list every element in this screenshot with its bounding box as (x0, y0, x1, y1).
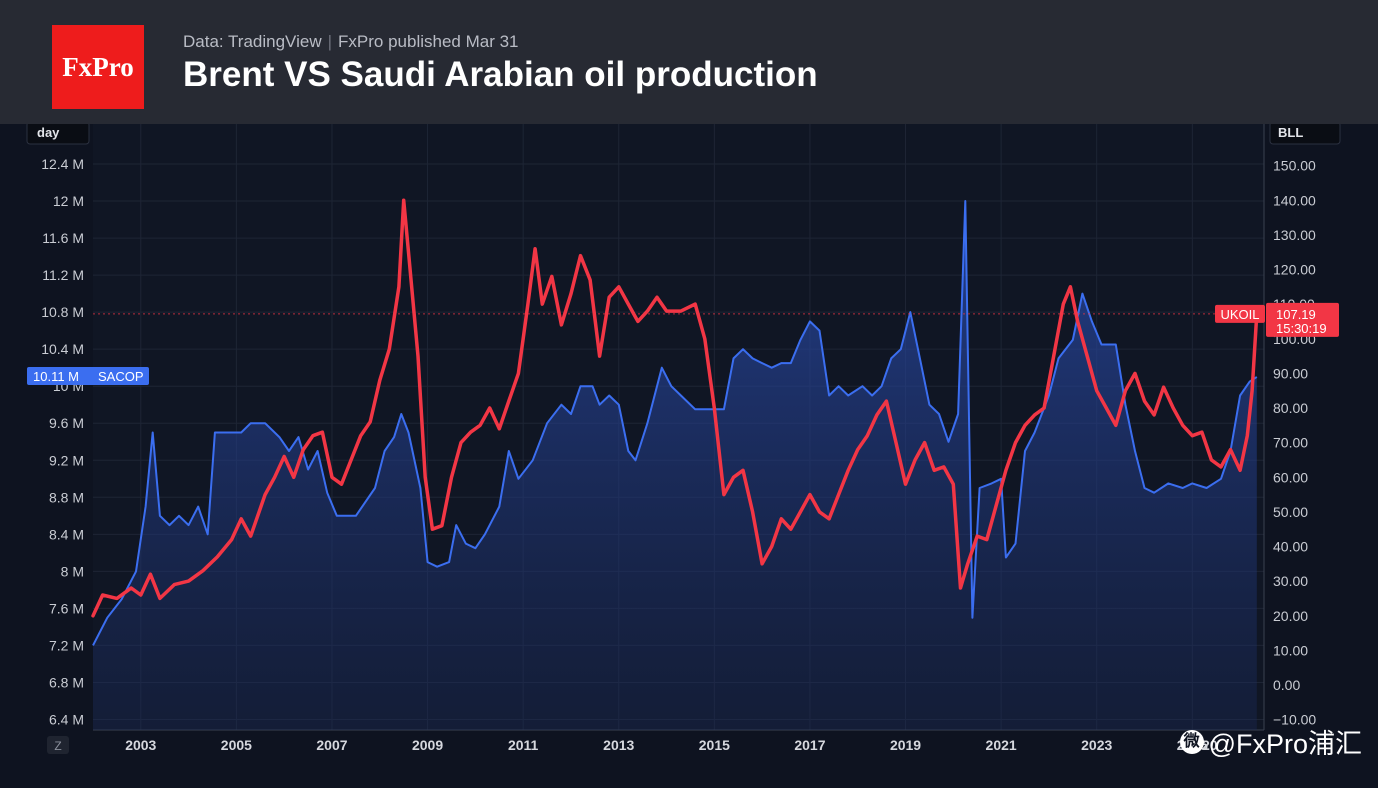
x-tick-label: 2009 (412, 737, 443, 753)
time-axis: 2003 2005 2007 2009 2011 2013 2015 2017 2019 2021… (125, 737, 1218, 753)
x-tick-label: 2013 (603, 737, 634, 753)
right-tick-label: 130.00 (1273, 227, 1316, 243)
ukoil-value-badge (1266, 302, 1339, 337)
x-tick-label: 2007 (316, 737, 347, 753)
left-tick-label: 9.2 M (49, 452, 84, 468)
left-tick-label: 10.4 M (41, 341, 84, 357)
separator: | (327, 32, 333, 51)
left-tick-label: 8 M (61, 563, 84, 579)
header-bar: FxPro Data: TradingView | FxPro published … (0, 0, 1378, 124)
right-tick-label: 90.00 (1273, 365, 1308, 381)
bottom-strip (0, 730, 1378, 788)
chart-title: Brent VS Saudi Arabian oil production (183, 55, 818, 94)
series-layer (91, 198, 1259, 730)
left-tick-label: 8.4 M (49, 526, 84, 542)
right-tick-label: 10.00 (1273, 642, 1308, 658)
watermark: 微 @FxPro浦汇 (1179, 722, 1362, 761)
right-tick-label: 120.00 (1273, 262, 1316, 278)
data-source: Data: TradingView (183, 32, 322, 51)
ukoil-value-label: 107.19 (1276, 307, 1316, 322)
x-tick-label: 2015 (699, 737, 730, 753)
left-tick-label: 7.2 M (49, 637, 84, 653)
left-unit-box (26, 124, 90, 145)
left-unit-label: day (37, 125, 60, 140)
right-tick-label: 0.00 (1273, 677, 1300, 693)
right-tick-label: 30.00 (1273, 573, 1308, 589)
sacop-value-label: 10.11 M (33, 369, 79, 384)
x-tick-label: 2019 (890, 737, 921, 753)
right-tick-label: −10.00 (1273, 712, 1316, 728)
sacop-value-badge (27, 367, 149, 386)
left-tick-label: 12.4 M (41, 156, 84, 172)
weibo-icon: 微 (1179, 729, 1204, 754)
left-tick-label: 10.8 M (41, 304, 84, 320)
fxpro-logo: FxPro (52, 25, 144, 109)
right-tick-label: 40.00 (1273, 539, 1308, 555)
x-tick-label: 2011 (508, 737, 539, 753)
x-tick-label: 2017 (794, 737, 825, 753)
right-unit-box (1269, 124, 1341, 145)
left-tick-label: 11.6 M (42, 230, 84, 246)
ukoil-line (91, 198, 1259, 618)
x-tick-label: 2023 (1081, 737, 1112, 753)
right-tick-label: 70.00 (1273, 435, 1308, 451)
left-tick-label: 12 M (53, 193, 84, 209)
left-tick-label: 11.2 M (42, 267, 84, 283)
right-tick-label: 50.00 (1273, 504, 1308, 520)
right-axis: −10.00 0.00 10.00 20.00 30.00 40.00 50.00 60.00… (1269, 124, 1341, 728)
x-tick-label-clipped: 20 (1202, 737, 1218, 753)
right-tick-label: 140.00 (1273, 192, 1316, 208)
left-tick-label: 8.8 M (49, 489, 84, 505)
left-tick-label: 7.6 M (49, 600, 84, 616)
right-tick-label: 20.00 (1273, 608, 1308, 624)
right-tick-label: 80.00 (1273, 400, 1308, 416)
ukoil-name-label: UKOIL (1220, 307, 1259, 322)
left-tick-label: 6.8 M (49, 674, 84, 690)
sacop-area (93, 201, 1257, 730)
watermark-text: @FxPro浦汇 (1208, 729, 1362, 759)
x-tick-label: 2021 (986, 737, 1017, 753)
right-unit-label: BLL (1278, 125, 1303, 140)
zoom-button (47, 736, 69, 754)
chart-area: 6.4 M 6.8 M 7.2 M 7.6 M 8 M 8.4 M 8.8 M 9.2 M 9.… (0, 124, 1378, 788)
sacop-name-label: SACOP (98, 369, 144, 384)
ukoil-time-label: 15:30:19 (1276, 321, 1327, 336)
left-tick-label: 6.4 M (49, 712, 84, 728)
right-tick-label: 60.00 (1273, 469, 1308, 485)
left-axis: 6.4 M 6.8 M 7.2 M 7.6 M 8 M 8.4 M 8.8 M 9.2 M 9.… (26, 124, 90, 728)
chart-source-line: Data: TradingView | FxPro published Mar 31 (183, 32, 519, 52)
published-info: FxPro published Mar 31 (338, 32, 519, 51)
x-tick-label: 2005 (221, 737, 252, 753)
x-tick-label: 2003 (125, 737, 156, 753)
ukoil-name-badge (1215, 304, 1265, 323)
left-tick-label: 9.6 M (49, 415, 84, 431)
zoom-button-label: Z (54, 739, 61, 753)
sacop-line (92, 200, 1258, 646)
right-tick-label: 150.00 (1273, 158, 1316, 174)
